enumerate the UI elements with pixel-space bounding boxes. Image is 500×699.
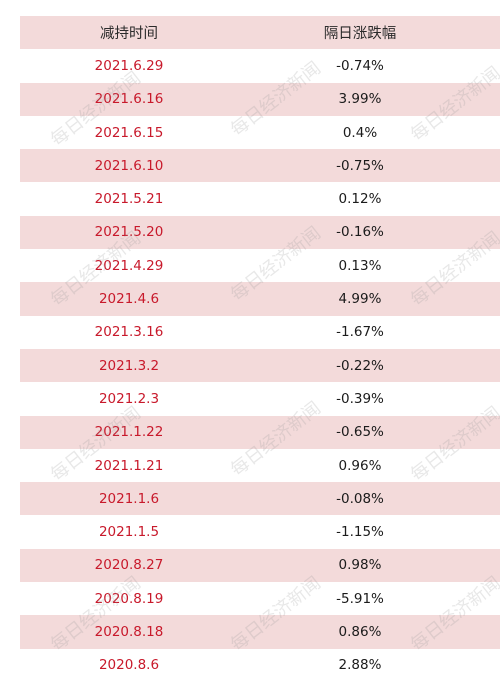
table-row: 2021.3.16 -1.67% <box>20 315 500 349</box>
table-row: 2020.8.19 -5.91% <box>20 582 500 616</box>
row-change: 2.88% <box>338 657 382 674</box>
row-date: 2021.6.10 <box>94 157 164 174</box>
row-change: 0.86% <box>338 623 382 640</box>
row-change: 0.98% <box>338 557 382 574</box>
row-date: 2021.3.2 <box>98 357 160 374</box>
table-row: 2021.1.5 -1.15% <box>20 515 500 549</box>
table-row: 2021.1.6 -0.08% <box>20 482 500 516</box>
row-date: 2020.8.18 <box>94 623 164 640</box>
table-row: 2020.8.6 2.88% <box>20 648 500 682</box>
row-change: 0.4% <box>342 124 378 141</box>
table-header: 减持时间 隔日涨跌幅 <box>20 16 500 50</box>
row-date: 2020.8.19 <box>94 590 164 607</box>
table-row: 2021.4.29 0.13% <box>20 249 500 283</box>
row-change: 0.96% <box>338 457 382 474</box>
header-next-day-change: 隔日涨跌幅 <box>323 26 397 43</box>
row-date: 2021.4.6 <box>98 291 160 308</box>
row-date: 2021.5.21 <box>94 191 164 208</box>
row-change: 0.13% <box>338 257 382 274</box>
row-change: -0.08% <box>336 490 384 507</box>
row-change: 0.12% <box>338 191 382 208</box>
row-date: 2021.1.6 <box>98 490 160 507</box>
row-change: -5.91% <box>336 590 384 607</box>
table-row: 2021.6.16 3.99% <box>20 82 500 116</box>
row-change: 3.99% <box>338 91 382 108</box>
table-row: 2021.6.15 0.4% <box>20 115 500 150</box>
row-date: 2021.1.21 <box>94 457 164 474</box>
header-date: 减持时间 <box>100 26 158 43</box>
row-date: 2021.4.29 <box>94 257 164 274</box>
row-date: 2021.2.3 <box>98 390 160 407</box>
row-change: -0.74% <box>336 57 384 74</box>
table-row: 2020.8.18 0.86% <box>20 615 500 649</box>
row-date: 2021.3.16 <box>94 324 164 341</box>
table-row: 2021.3.2 -0.22% <box>20 348 500 383</box>
row-date: 2021.5.20 <box>94 224 164 241</box>
table-row: 2021.4.6 4.99% <box>20 282 500 316</box>
table-row: 2021.6.10 -0.75% <box>20 149 500 183</box>
table-row: 2021.5.21 0.12% <box>20 182 500 216</box>
table-row: 2020.8.27 0.98% <box>20 548 500 583</box>
row-change: -1.67% <box>336 324 384 341</box>
row-date: 2021.1.22 <box>94 424 164 441</box>
table-row: 2021.6.29 -0.74% <box>20 49 500 83</box>
row-date: 2020.8.27 <box>94 557 164 574</box>
row-date: 2021.1.5 <box>98 524 160 541</box>
table-row: 2021.5.20 -0.16% <box>20 215 500 250</box>
row-change: 4.99% <box>338 291 382 308</box>
row-change: -0.16% <box>336 224 384 241</box>
row-date: 2021.6.16 <box>94 91 164 108</box>
table-row: 2021.1.22 -0.65% <box>20 415 500 449</box>
row-change: -0.39% <box>336 390 384 407</box>
row-date: 2021.6.15 <box>94 124 164 141</box>
table-row: 2021.1.21 0.96% <box>20 448 500 483</box>
row-change: -1.15% <box>336 524 384 541</box>
row-date: 2020.8.6 <box>98 657 160 674</box>
table-row: 2021.2.3 -0.39% <box>20 382 500 416</box>
row-change: -0.22% <box>336 357 384 374</box>
row-date: 2021.6.29 <box>94 57 164 74</box>
row-change: -0.65% <box>336 424 384 441</box>
row-change: -0.75% <box>336 157 384 174</box>
stock-reduction-table: 减持时间 隔日涨跌幅 2021.6.29 -0.74% 2021.6.16 3.… <box>20 16 500 682</box>
